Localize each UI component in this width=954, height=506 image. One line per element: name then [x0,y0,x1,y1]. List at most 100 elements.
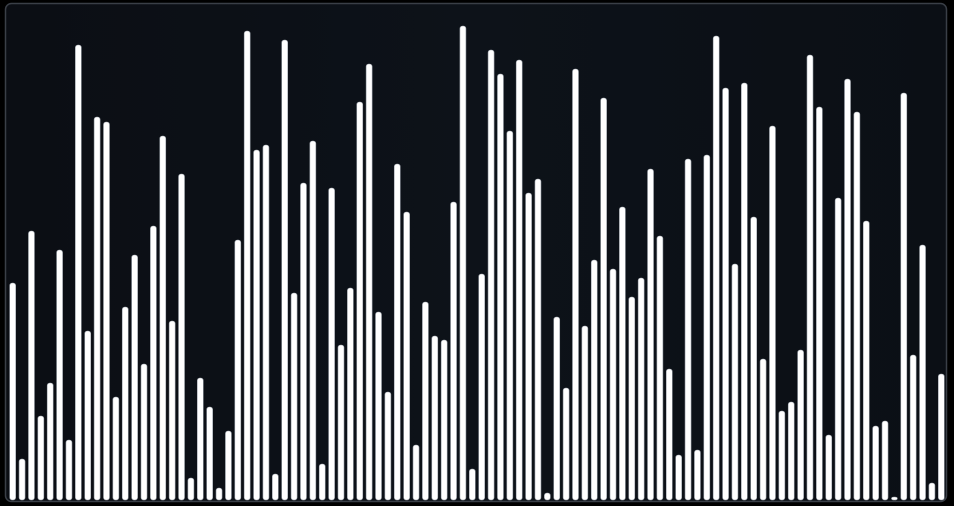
bar [919,244,926,501]
bar [450,201,457,501]
bar [759,358,767,501]
bar [469,468,476,501]
bar [393,163,401,501]
bar [487,49,495,501]
bar [600,97,607,501]
bar [590,259,598,501]
bar [206,406,213,501]
bar [872,425,879,501]
bar [234,239,242,501]
bar [65,439,73,501]
bar [84,330,92,501]
bar [243,30,251,501]
bar [778,410,786,501]
bar [215,487,223,501]
bar [881,420,889,501]
bar [131,254,138,501]
bar [525,192,532,501]
bar [553,316,561,501]
bar [46,382,54,501]
bar [665,368,673,501]
bar [112,396,120,501]
bar [196,377,204,501]
bar [478,273,485,501]
bar [375,311,382,501]
bar [731,263,739,501]
bar [544,492,551,501]
bar [741,82,748,501]
bar [712,35,720,501]
bar [891,496,898,501]
bar [272,473,279,501]
bar [694,449,701,501]
bar [328,187,335,501]
bar [384,391,392,501]
bar [225,430,232,501]
bar [581,325,589,501]
bar [909,354,917,501]
bar [825,434,833,501]
bar [150,225,157,501]
bar [647,168,654,501]
bar [159,135,167,501]
bar [834,197,842,501]
bar [816,106,823,501]
bar [168,320,176,501]
bar [900,92,908,501]
bar [853,111,861,501]
bar [347,287,354,501]
bar [675,454,682,501]
bar [928,482,936,501]
bar [684,158,692,501]
bar [572,68,579,501]
bar [9,282,16,501]
bar [37,415,45,501]
bar [703,154,711,501]
bar [178,173,185,501]
bar [121,306,129,501]
bar [18,458,26,501]
bar [356,101,364,501]
bar [365,63,373,501]
bar [140,363,148,501]
bar [412,444,420,501]
bar [440,339,448,501]
bar [562,387,570,501]
bar [750,216,758,501]
bar [103,121,110,501]
bar [619,206,626,501]
bar [281,39,289,501]
bar [806,54,814,501]
bar [403,211,410,501]
bar [637,277,645,501]
bar [318,463,326,501]
bar [56,249,63,501]
bar [28,230,35,501]
bar [262,144,270,501]
bar [722,87,729,501]
bar [769,125,776,501]
bar [938,373,945,501]
bar [309,140,317,501]
bar [290,292,298,501]
bar [862,220,870,501]
bar [187,477,195,501]
bar [93,116,101,501]
bar [515,59,523,501]
bar [787,401,795,501]
bar [431,335,439,501]
bar [534,178,542,501]
bar [253,149,260,501]
bar [75,44,82,501]
bar [459,25,467,501]
bar [497,73,504,501]
bar [609,268,617,501]
bar [422,301,429,501]
bar [337,344,345,501]
bar [656,235,664,501]
bar [300,182,307,501]
bar [628,296,636,501]
bar [506,130,514,501]
